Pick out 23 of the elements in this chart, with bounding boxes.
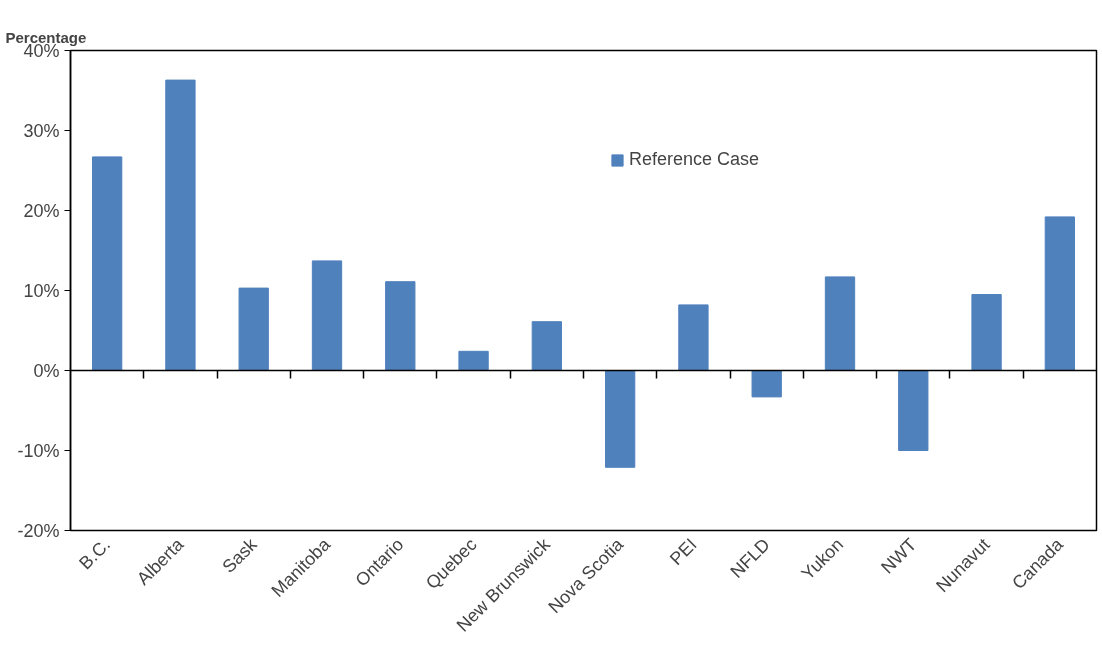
y-tick-label: -10% (17, 440, 60, 461)
bar (458, 350, 489, 371)
y-tick-label: 30% (23, 120, 60, 141)
x-tick-label: B.C. (75, 534, 115, 574)
y-tick-label: 10% (23, 280, 60, 301)
bar (604, 370, 636, 468)
y-tick-label: 0% (33, 360, 60, 381)
y-tick-label: 20% (23, 200, 60, 221)
y-tick-label: -20% (17, 520, 60, 541)
bar (238, 287, 269, 371)
bar (385, 281, 416, 371)
bar (311, 260, 343, 371)
bar (751, 370, 782, 398)
bar (678, 304, 709, 371)
bar (971, 294, 1002, 371)
bar (531, 321, 563, 371)
bar (824, 276, 856, 371)
bar (165, 79, 196, 371)
bar (898, 370, 929, 451)
x-tick-label: PEI (665, 534, 701, 570)
bar (1044, 216, 1076, 371)
legend-label: Reference Case (629, 149, 760, 170)
bar (91, 156, 123, 371)
